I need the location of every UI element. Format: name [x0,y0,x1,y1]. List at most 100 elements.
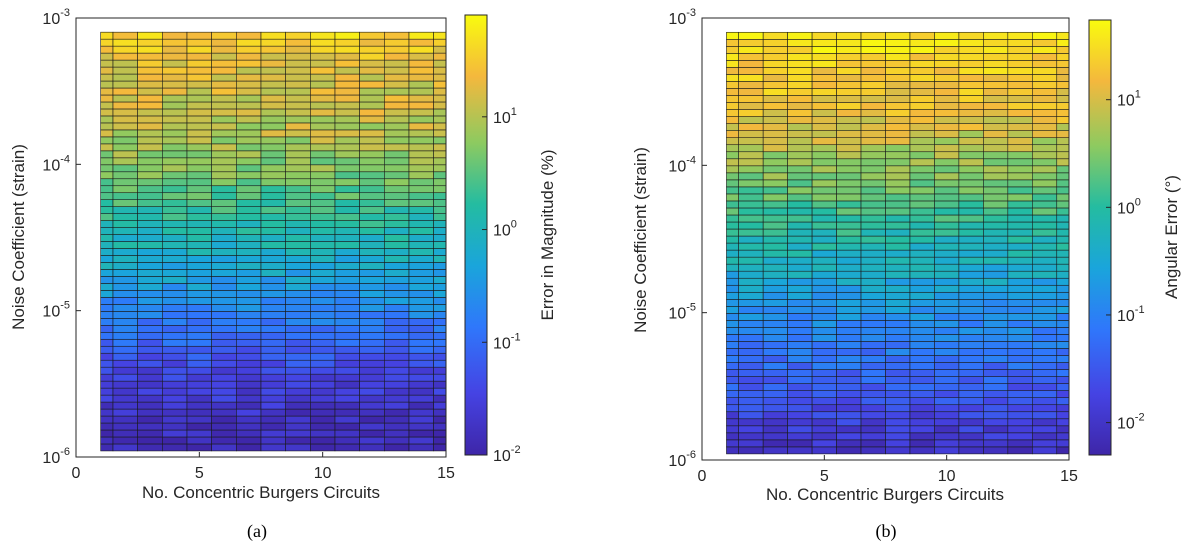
heatmap-cell [885,369,911,377]
heatmap-cell [934,221,960,230]
heatmap-cell [112,359,138,368]
heatmap-cell [934,158,960,167]
heatmap-cell [211,380,237,389]
colorbar-b [1088,19,1112,456]
colorbar-tick-label: 10-2 [1117,412,1145,433]
y-ticks-b: 10-610-510-410-3 [668,7,707,470]
heatmap-cell [310,108,336,117]
heatmap-cell [162,66,188,75]
heatmap-cell [186,66,212,75]
heatmap-cell [408,394,434,403]
heatmap-cell [285,325,311,333]
heatmap-cell [1056,418,1070,427]
heatmap-cell [787,432,813,441]
heatmap-cell [738,46,764,54]
heatmap-cell [983,341,1009,349]
heatmap-cell [162,269,188,277]
heatmap-cell [1056,151,1070,160]
heatmap-cell [934,320,960,328]
heatmap-cell [359,150,385,159]
heatmap-cell [860,214,886,223]
heatmap-cell [100,366,114,375]
heatmap-cell [983,397,1009,406]
heatmap-cell [310,436,336,445]
heatmap-cell [958,207,984,216]
heatmap-cell [211,94,237,103]
heatmap-cell [1056,404,1070,413]
heatmap-cell [310,150,336,159]
heatmap-cell [112,136,138,145]
heatmap-cell [186,269,212,277]
heatmap-cell [236,101,262,110]
y-tick-label: 10-6 [668,449,696,470]
heatmap-cell [162,443,188,452]
heatmap-cell [162,436,188,445]
heatmap-cell [433,150,447,159]
heatmap-cell [1007,67,1033,75]
heatmap-cell [787,200,813,209]
heatmap-cell [285,262,311,270]
heatmap-cell [112,297,138,305]
heatmap-cell [100,394,114,403]
heatmap-cell [359,311,385,319]
heatmap-cell [836,221,862,230]
heatmap-cell [310,443,336,452]
heatmap-cell [1056,327,1070,335]
heatmap-cell [934,390,960,398]
heatmap-cell [433,199,447,207]
heatmap-cell [211,38,237,47]
heatmap-cell [408,401,434,410]
heatmap-cell [885,397,911,406]
heatmap-cell [310,255,336,263]
heatmap-cell [285,206,311,214]
heatmap-cell [958,179,984,188]
heatmap-cell [811,74,837,82]
heatmap-cell [211,122,237,131]
heatmap-cell [1056,74,1070,82]
heatmap-cell [162,108,188,117]
heatmap-cell [359,338,385,347]
heatmap-cell [236,178,262,187]
heatmap-cell [1007,53,1033,61]
heatmap-cell [260,415,286,424]
heatmap-cell [1007,137,1033,146]
heatmap-cell [885,165,911,174]
heatmap-cell [334,443,360,452]
heatmap-cell [236,31,262,40]
heatmap-cell [433,94,447,103]
heatmap-cell [934,207,960,216]
heatmap-cell [762,256,788,265]
heatmap-cell [186,255,212,263]
heatmap-cell [836,172,862,181]
heatmap-cell [408,241,434,249]
heatmap-cell [285,73,311,82]
heatmap-cell [112,255,138,263]
panel-label-a: (a) [247,521,267,542]
heatmap-cell [433,359,447,368]
heatmap-cell [836,348,862,356]
heatmap-cell [762,376,788,384]
heatmap-cell [958,116,984,124]
heatmap-cell [384,122,410,131]
heatmap-cell [112,178,138,187]
heatmap-cell [762,383,788,391]
heatmap-cell [384,255,410,263]
heatmap-cell [260,206,286,214]
heatmap-cell [909,446,935,455]
heatmap-cell [408,331,434,340]
heatmap-cell [260,192,286,200]
heatmap-cell [1056,270,1070,279]
heatmap-cell [310,66,336,75]
heatmap-cell [836,432,862,441]
heatmap-cell [726,165,739,174]
heatmap-cell [260,338,286,347]
heatmap-cell [811,53,837,61]
heatmap-cell [909,39,935,47]
heatmap-cell [787,88,813,96]
heatmap-cell [1056,235,1070,244]
heatmap-cell [260,80,286,89]
heatmap-cell [186,150,212,159]
heatmap-cell [787,53,813,61]
heatmap-cell [1056,291,1070,300]
heatmap-cell [310,171,336,180]
